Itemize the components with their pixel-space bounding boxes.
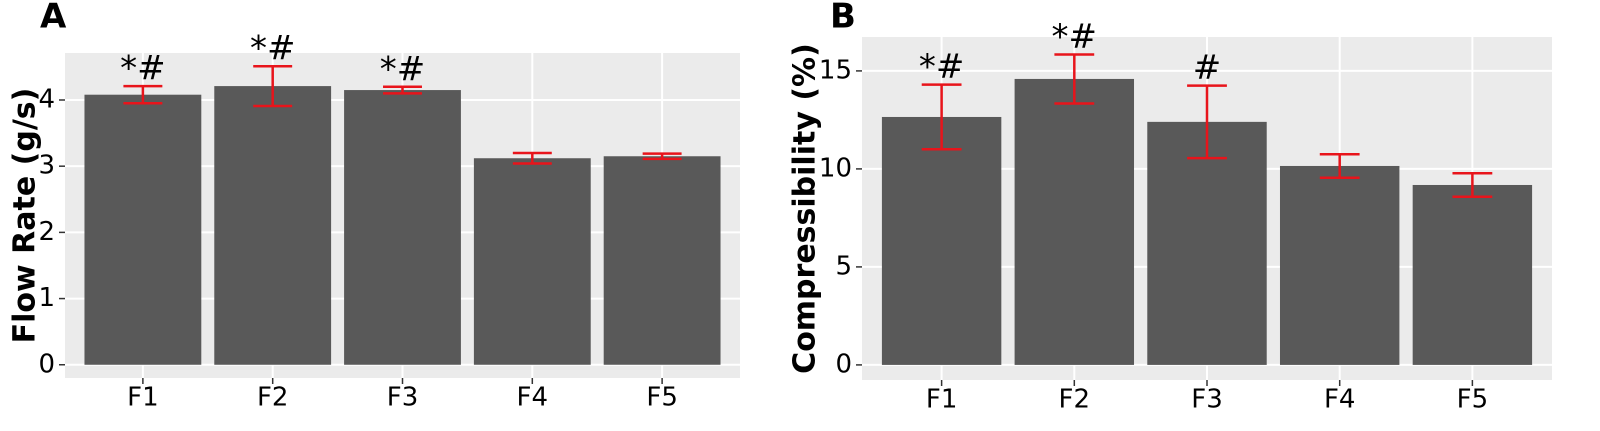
x-tick-label: F3 (1191, 385, 1223, 415)
x-tick-label: F2 (1059, 385, 1091, 415)
bar (1412, 184, 1533, 365)
bar (473, 158, 591, 365)
significance-label: # (1193, 48, 1222, 88)
bar (1147, 121, 1267, 365)
error-bar (253, 64, 293, 108)
error-bar (1319, 152, 1360, 179)
error-bar (123, 84, 163, 105)
error-bar (1452, 171, 1493, 198)
error-bar (1187, 84, 1227, 160)
bar (344, 90, 461, 365)
error-bar (512, 151, 552, 165)
y-tick-label: 0 (835, 349, 852, 379)
x-tick-label: F1 (127, 383, 159, 413)
bar (214, 86, 332, 365)
significance-label: *# (380, 49, 426, 89)
y-tick-label: 2 (38, 217, 55, 247)
x-tick-label: F2 (257, 383, 289, 413)
significance-label: *# (120, 49, 166, 89)
significance-label: *# (1052, 17, 1098, 57)
x-tick-label: F4 (1324, 385, 1356, 415)
error-bar (921, 83, 962, 151)
panel-label: A (40, 0, 67, 37)
y-tick-label: 5 (835, 251, 852, 281)
error-bar (383, 85, 422, 95)
y-axis-title: Compressibility (%) (788, 43, 823, 374)
x-tick-label: F3 (387, 383, 419, 413)
x-tick-label: F4 (517, 383, 549, 413)
panel-label: B (830, 0, 856, 37)
significance-label: *# (250, 29, 296, 69)
y-tick-label: 4 (38, 84, 55, 114)
y-tick-label: 3 (38, 151, 55, 181)
y-tick-label: 1 (38, 283, 55, 313)
error-bar (642, 152, 682, 161)
error-bar (1054, 53, 1095, 105)
bar (881, 116, 1002, 365)
bar (603, 156, 721, 365)
y-axis-title: Flow Rate (g/s) (8, 88, 43, 344)
x-tick-label: F5 (1457, 385, 1489, 415)
x-tick-label: F1 (926, 385, 958, 415)
significance-label: *# (919, 47, 965, 87)
x-tick-label: F5 (646, 383, 678, 413)
bar (84, 94, 202, 365)
bar (1014, 78, 1135, 365)
bar (1279, 165, 1400, 365)
y-tick-label: 10 (819, 153, 852, 183)
y-tick-label: 15 (819, 55, 852, 85)
y-tick-label: 0 (38, 349, 55, 379)
